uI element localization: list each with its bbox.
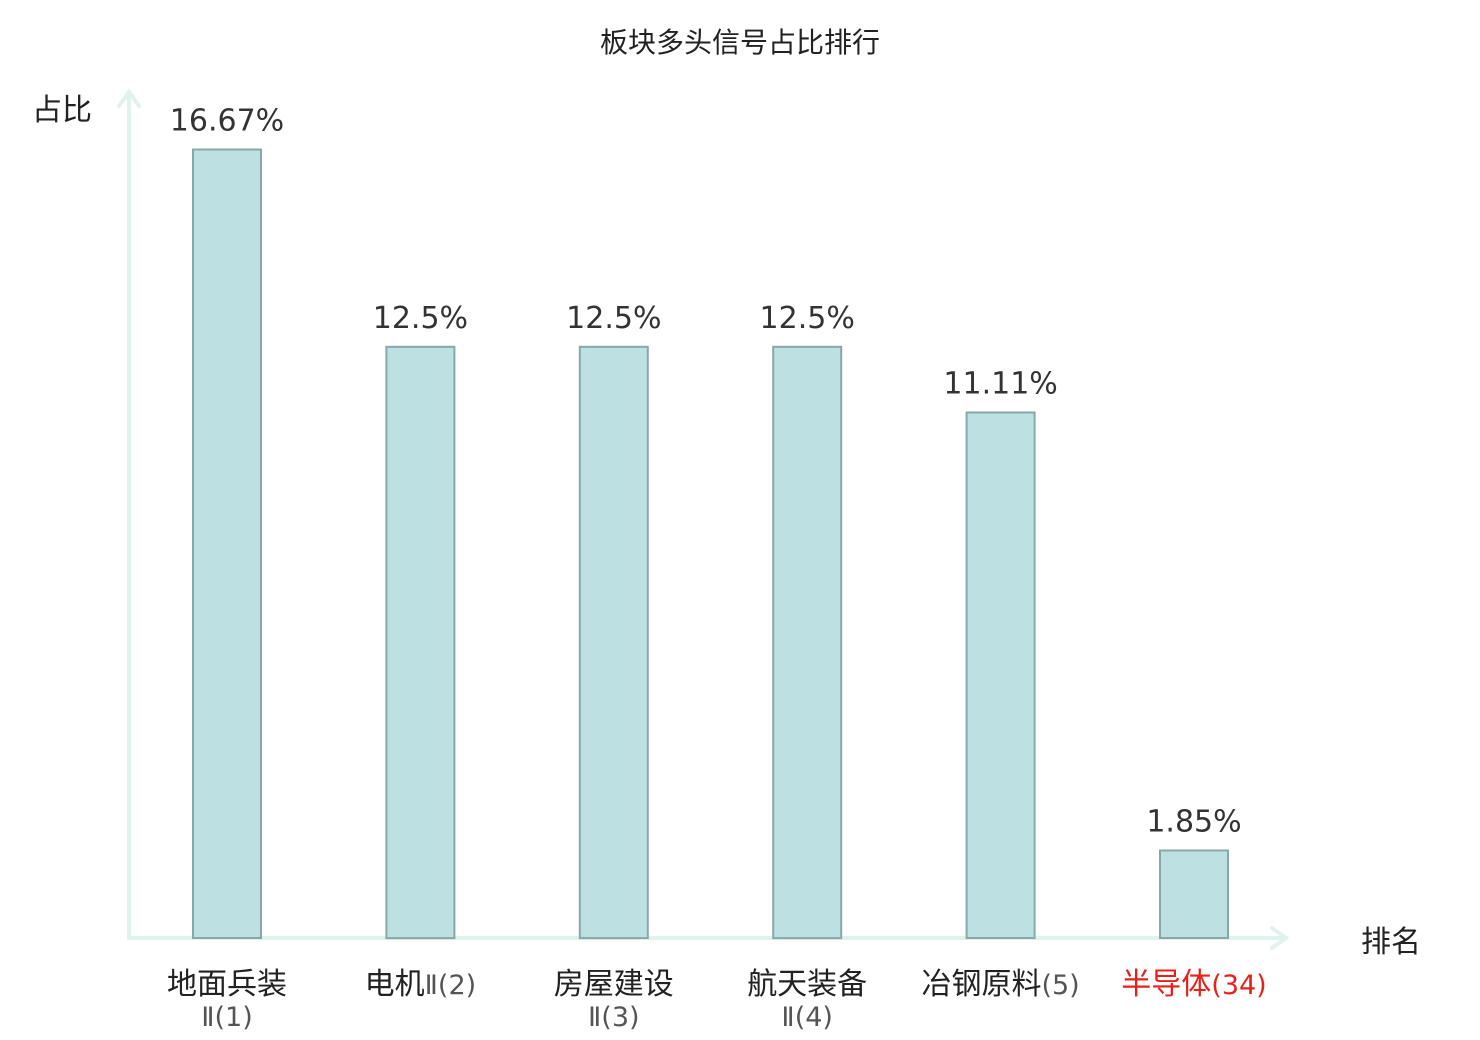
x-axis-arrow — [1270, 926, 1290, 950]
category-label-3: 房屋建设 Ⅱ(3) — [554, 967, 674, 1033]
bar-6 — [1159, 849, 1229, 939]
y-axis-arrow — [117, 88, 141, 108]
value-label-5: 11.11% — [943, 367, 1057, 402]
category-label-6: 半导体(34) — [1121, 967, 1266, 1002]
category-name: 电机 — [365, 967, 425, 1002]
category-name: 地面兵装 — [167, 967, 287, 1002]
value-labels: 16.67% 12.5% 12.5% 12.5% 11.11% 1.85% — [170, 104, 1242, 840]
category-name: 冶钢原料 — [921, 967, 1041, 1002]
category-label-1: 地面兵装 Ⅱ(1) — [167, 967, 287, 1033]
category-label-4: 航天装备 Ⅱ(4) — [747, 967, 867, 1033]
category-label-5: 冶钢原料(5) — [921, 967, 1079, 1002]
category-labels: 地面兵装 Ⅱ(1) 电机Ⅱ(2) 房屋建设 Ⅱ(3) 航天装备 Ⅱ(4) 冶钢原料(5) 半导体… — [167, 967, 1267, 1033]
x-axis-label: 排名 — [1361, 925, 1421, 960]
bar-2 — [385, 345, 456, 940]
axes — [117, 88, 1290, 950]
chart-title: 板块多头信号占比排行 — [600, 26, 880, 59]
category-label-2: 电机Ⅱ(2) — [365, 967, 477, 1002]
value-label-3: 12.5% — [566, 301, 661, 336]
bar-4 — [772, 345, 843, 940]
value-label-6: 1.85% — [1146, 805, 1241, 840]
y-axis-label: 占比 — [32, 93, 92, 128]
value-label-1: 16.67% — [170, 104, 284, 139]
category-rank: Ⅱ(1) — [201, 1002, 253, 1033]
bars — [192, 148, 1229, 940]
value-label-4: 12.5% — [760, 301, 855, 336]
category-name: 房屋建设 — [554, 967, 674, 1002]
bar-5 — [965, 411, 1036, 939]
category-rank: (5) — [1041, 970, 1079, 1001]
bar-1 — [192, 148, 262, 939]
category-name: 半导体 — [1121, 967, 1211, 1002]
category-rank: (34) — [1211, 970, 1266, 1001]
category-name: 航天装备 — [747, 967, 867, 1002]
value-label-2: 12.5% — [373, 301, 468, 336]
category-rank: Ⅱ(2) — [425, 970, 477, 1001]
bar-3 — [578, 345, 649, 940]
category-rank: Ⅱ(4) — [781, 1002, 833, 1033]
category-rank: Ⅱ(3) — [588, 1002, 640, 1033]
